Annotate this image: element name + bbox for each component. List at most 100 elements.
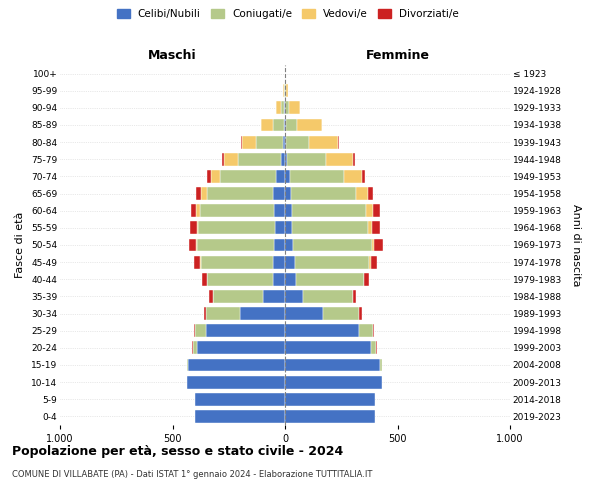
Bar bbox=[196, 238, 197, 252]
Bar bbox=[290, 187, 356, 200]
Bar bbox=[272, 187, 285, 200]
Bar bbox=[371, 238, 374, 252]
Bar bbox=[284, 118, 285, 132]
Bar bbox=[343, 170, 361, 183]
Bar bbox=[187, 358, 188, 372]
Bar bbox=[256, 136, 283, 148]
Bar bbox=[285, 290, 303, 303]
Bar bbox=[373, 204, 380, 217]
Bar bbox=[194, 324, 195, 337]
Bar bbox=[303, 290, 353, 303]
Bar bbox=[285, 324, 359, 337]
Bar bbox=[209, 290, 213, 303]
Bar bbox=[371, 222, 380, 234]
Bar bbox=[285, 273, 296, 285]
Bar bbox=[199, 204, 274, 217]
Y-axis label: Fasce di età: Fasce di età bbox=[16, 212, 25, 278]
Bar bbox=[206, 324, 285, 337]
Bar bbox=[263, 290, 285, 303]
Bar bbox=[285, 410, 375, 423]
Bar bbox=[240, 307, 285, 320]
Bar bbox=[285, 136, 286, 148]
Bar bbox=[204, 307, 206, 320]
Bar bbox=[200, 256, 272, 268]
Bar bbox=[286, 118, 297, 132]
Bar bbox=[293, 238, 371, 252]
Bar bbox=[208, 170, 211, 183]
Legend: Celibi/Nubili, Coniugati/e, Vedovi/e, Divorziati/e: Celibi/Nubili, Coniugati/e, Vedovi/e, Di… bbox=[113, 5, 463, 24]
Bar bbox=[220, 170, 276, 183]
Bar bbox=[202, 273, 207, 285]
Bar bbox=[370, 256, 371, 268]
Bar bbox=[368, 222, 371, 234]
Bar bbox=[195, 410, 285, 423]
Bar bbox=[359, 307, 361, 320]
Bar bbox=[371, 256, 377, 268]
Bar bbox=[285, 204, 292, 217]
Bar bbox=[286, 136, 308, 148]
Bar bbox=[290, 170, 343, 183]
Bar bbox=[274, 204, 285, 217]
Bar bbox=[356, 187, 368, 200]
Bar bbox=[238, 153, 281, 166]
Bar bbox=[272, 273, 285, 285]
Bar bbox=[197, 222, 199, 234]
Bar bbox=[295, 256, 370, 268]
Bar bbox=[368, 187, 373, 200]
Bar bbox=[285, 307, 323, 320]
Bar bbox=[285, 118, 286, 132]
Bar bbox=[194, 256, 200, 268]
Bar bbox=[197, 342, 285, 354]
Bar bbox=[285, 187, 290, 200]
Bar bbox=[366, 204, 373, 217]
Bar bbox=[292, 222, 368, 234]
Bar bbox=[281, 153, 285, 166]
Bar bbox=[274, 238, 285, 252]
Bar bbox=[338, 136, 339, 148]
Bar bbox=[190, 238, 196, 252]
Bar bbox=[285, 256, 295, 268]
Text: Maschi: Maschi bbox=[148, 48, 197, 62]
Bar bbox=[272, 118, 284, 132]
Bar bbox=[285, 170, 290, 183]
Bar bbox=[284, 102, 285, 114]
Bar bbox=[197, 238, 274, 252]
Bar bbox=[283, 84, 284, 97]
Bar bbox=[208, 273, 272, 285]
Bar bbox=[286, 102, 289, 114]
Bar bbox=[287, 153, 325, 166]
Bar bbox=[199, 222, 275, 234]
Bar bbox=[285, 393, 375, 406]
Bar bbox=[195, 393, 285, 406]
Bar bbox=[292, 204, 366, 217]
Text: Femmine: Femmine bbox=[365, 48, 430, 62]
Bar bbox=[196, 204, 199, 217]
Bar bbox=[364, 273, 369, 285]
Bar bbox=[190, 222, 197, 234]
Bar bbox=[285, 342, 371, 354]
Bar bbox=[380, 358, 382, 372]
Bar bbox=[277, 102, 281, 114]
Bar bbox=[285, 153, 287, 166]
Text: COMUNE DI VILLABATE (PA) - Dati ISTAT 1° gennaio 2024 - Elaborazione TUTTITALIA.: COMUNE DI VILLABATE (PA) - Dati ISTAT 1°… bbox=[12, 470, 373, 479]
Bar bbox=[196, 187, 200, 200]
Bar bbox=[211, 170, 220, 183]
Bar bbox=[353, 153, 355, 166]
Bar bbox=[222, 153, 224, 166]
Bar bbox=[374, 238, 383, 252]
Text: Popolazione per età, sesso e stato civile - 2024: Popolazione per età, sesso e stato civil… bbox=[12, 445, 343, 458]
Bar bbox=[297, 118, 322, 132]
Bar bbox=[285, 376, 382, 388]
Bar bbox=[200, 187, 208, 200]
Bar bbox=[371, 342, 376, 354]
Bar bbox=[187, 376, 285, 388]
Bar bbox=[285, 222, 292, 234]
Bar bbox=[285, 84, 286, 97]
Bar bbox=[286, 84, 288, 97]
Bar bbox=[323, 307, 359, 320]
Bar bbox=[275, 222, 285, 234]
Bar bbox=[285, 358, 380, 372]
Bar bbox=[191, 204, 196, 217]
Bar bbox=[224, 153, 238, 166]
Bar bbox=[272, 256, 285, 268]
